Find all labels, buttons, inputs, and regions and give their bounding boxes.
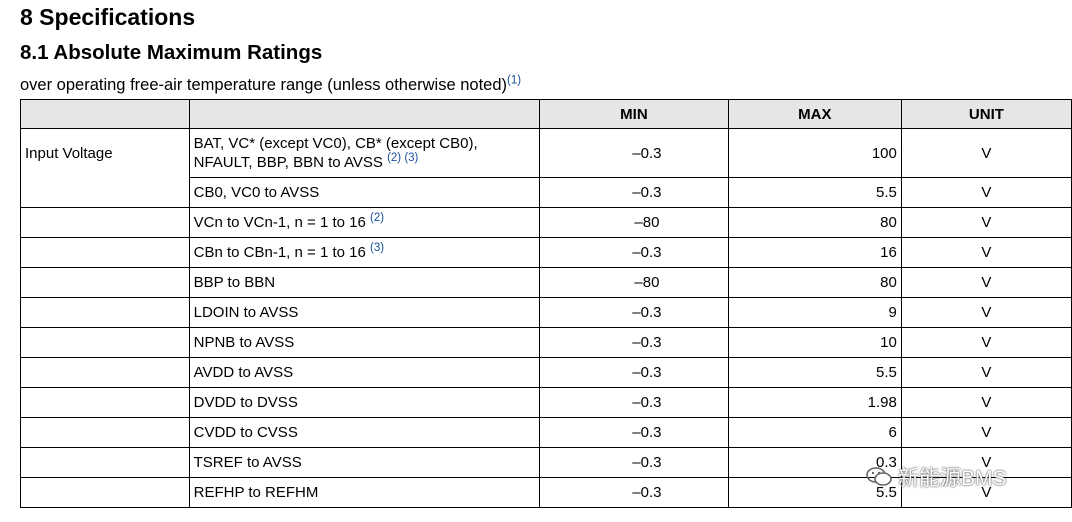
row-min: –0.3 <box>538 297 729 328</box>
row-max: 5.5 <box>727 177 902 208</box>
row-max: 80 <box>727 207 902 238</box>
row-max: 1.98 <box>727 387 902 418</box>
row-condition: AVDD to AVSS <box>188 357 540 388</box>
row-param <box>20 237 190 268</box>
row-min: –0.3 <box>538 237 729 268</box>
condition-text: VCn to VCn-1, n = 1 to 16 <box>193 214 366 231</box>
table-intro: over operating free-air temperature rang… <box>20 74 522 95</box>
row-param <box>20 477 190 508</box>
table-row: CVDD to CVSS –0.3 6 V <box>20 417 1072 448</box>
table-header-row: MIN MAX UNIT <box>20 99 1072 129</box>
header-max: MAX <box>727 99 902 129</box>
table-row: TSREF to AVSS –0.3 0.3 V <box>20 447 1072 478</box>
row-max: 16 <box>727 237 902 268</box>
row-param <box>20 297 190 328</box>
row-max: 100 <box>727 128 902 178</box>
row-unit: V <box>900 417 1072 448</box>
header-param <box>20 99 190 129</box>
watermark-text: 新能源BMS <box>898 467 1007 490</box>
row-min: –0.3 <box>538 477 729 508</box>
table-row: CBn to CBn-1, n = 1 to 16 (3) –0.3 16 V <box>20 237 1072 268</box>
row-unit: V <box>900 267 1072 298</box>
row-unit: V <box>900 327 1072 358</box>
footnote-link[interactable]: (3) <box>369 242 385 254</box>
row-min: –0.3 <box>538 177 729 208</box>
row-unit: V <box>900 297 1072 328</box>
row-min: –0.3 <box>538 128 729 178</box>
row-min: –80 <box>538 207 729 238</box>
row-param <box>20 327 190 358</box>
row-unit: V <box>900 128 1072 178</box>
row-param <box>20 357 190 388</box>
row-unit: V <box>900 177 1072 208</box>
table-row: Input Voltage BAT, VC* (except VC0), CB*… <box>20 128 1072 208</box>
header-min: MIN <box>538 99 729 129</box>
row-condition: TSREF to AVSS <box>188 447 540 478</box>
row-min: –80 <box>538 267 729 298</box>
watermark: 新能源BMS <box>866 462 1007 492</box>
row-unit: V <box>900 207 1072 238</box>
row-max: 10 <box>727 327 902 358</box>
row-param <box>20 447 190 478</box>
header-cond <box>188 99 540 129</box>
condition-text: CBn to CBn-1, n = 1 to 16 <box>193 244 366 261</box>
row-condition: BBP to BBN <box>188 267 540 298</box>
row-unit: V <box>900 237 1072 268</box>
footnote-link[interactable]: (2) (3) <box>387 152 419 164</box>
group-label: Input Voltage <box>20 128 190 208</box>
row-condition: LDOIN to AVSS <box>188 297 540 328</box>
row-unit: V <box>900 477 1072 508</box>
row-condition: REFHP to REFHM <box>188 477 540 508</box>
row-condition: CBn to CBn-1, n = 1 to 16 (3) <box>188 237 540 268</box>
table-row: REFHP to REFHM –0.3 5.5 V <box>20 477 1072 508</box>
row-param <box>20 387 190 418</box>
table-row: LDOIN to AVSS –0.3 9 V <box>20 297 1072 328</box>
row-condition: NPNB to AVSS <box>188 327 540 358</box>
row-condition: VCn to VCn-1, n = 1 to 16 (2) <box>188 207 540 238</box>
row-condition: CB0, VC0 to AVSS <box>188 177 540 208</box>
row-max: 80 <box>727 267 902 298</box>
header-unit: UNIT <box>900 99 1072 129</box>
intro-text: over operating free-air temperature rang… <box>20 76 508 94</box>
row-condition: BAT, VC* (except VC0), CB* (except CB0),… <box>188 128 540 178</box>
row-min: –0.3 <box>538 327 729 358</box>
wechat-icon <box>866 467 892 487</box>
row-max: 5.5 <box>727 357 902 388</box>
condition-line1: BAT, VC* (except VC0), CB* (except CB0), <box>193 135 478 152</box>
row-min: –0.3 <box>538 387 729 418</box>
row-min: –0.3 <box>538 357 729 388</box>
footnote-link[interactable]: (1) <box>507 74 522 87</box>
row-param <box>20 417 190 448</box>
row-unit: V <box>900 357 1072 388</box>
table-row: NPNB to AVSS –0.3 10 V <box>20 327 1072 358</box>
row-max: 9 <box>727 297 902 328</box>
row-condition: CVDD to CVSS <box>188 417 540 448</box>
row-unit: V <box>900 387 1072 418</box>
table-row: CB0, VC0 to AVSS –0.3 5.5 V <box>21 177 1072 208</box>
row-param <box>20 267 190 298</box>
row-param <box>20 207 190 238</box>
condition-text: CB0, VC0 to AVSS <box>193 184 320 201</box>
table-row: VCn to VCn-1, n = 1 to 16 (2) –80 80 V <box>20 207 1072 238</box>
row-max: 6 <box>727 417 902 448</box>
row-min: –0.3 <box>538 417 729 448</box>
ratings-table: MIN MAX UNIT Input Voltage BAT, VC* (exc… <box>20 99 1072 508</box>
row-condition: DVDD to DVSS <box>188 387 540 418</box>
condition-line2: NFAULT, BBP, BBN to AVSS <box>193 154 383 171</box>
table-row: AVDD to AVSS –0.3 5.5 V <box>20 357 1072 388</box>
table-row: BBP to BBN –80 80 V <box>20 267 1072 298</box>
footnote-link[interactable]: (2) <box>369 212 385 224</box>
table-row: DVDD to DVSS –0.3 1.98 V <box>20 387 1072 418</box>
row-min: –0.3 <box>538 447 729 478</box>
section-heading: 8 Specifications <box>20 4 196 30</box>
subsection-heading: 8.1 Absolute Maximum Ratings <box>20 41 323 64</box>
